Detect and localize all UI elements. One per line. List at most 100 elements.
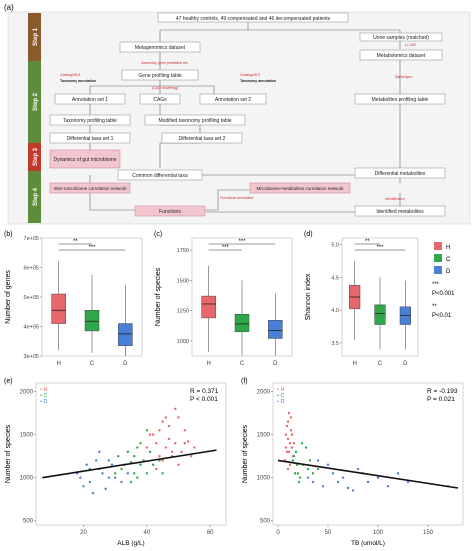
- data-point: [148, 450, 152, 454]
- data-point: [161, 472, 164, 475]
- data-point: [311, 472, 315, 475]
- y-tick-label: 3e+05: [24, 354, 39, 360]
- data-point: [288, 463, 292, 466]
- y-axis-label: Number of species: [5, 424, 12, 483]
- x-tick-label: 0: [276, 530, 280, 536]
- y-axis-label: Number of species: [242, 424, 249, 483]
- data-point: [79, 476, 82, 479]
- data-point: [346, 486, 350, 490]
- gene-profiling-text: Gene profiling table: [138, 73, 182, 79]
- data-point: [293, 472, 297, 475]
- data-point: [120, 467, 123, 471]
- data-point: [117, 454, 120, 458]
- genes-boxplot: (b) 3e+05 4e+05 5e+05 6e+05 7e+05 Number of ge…: [4, 231, 143, 367]
- x-axis-label: ALB (g/L): [117, 540, 144, 547]
- legend-entry: • D: [277, 399, 284, 405]
- data-point: [316, 467, 320, 471]
- data-point: [132, 472, 136, 475]
- data-point: [104, 487, 107, 491]
- data-point: [136, 476, 139, 479]
- identification-note: Identification: [385, 197, 405, 201]
- diff-metabolites-box: [354, 167, 446, 179]
- data-point: [326, 463, 330, 466]
- x-tick-label: C: [240, 361, 245, 367]
- data-point: [341, 476, 345, 479]
- data-point: [290, 433, 294, 436]
- sig-text: P<0.01: [432, 313, 452, 319]
- data-point: [101, 472, 104, 475]
- data-point: [183, 442, 187, 445]
- data-point: [284, 446, 288, 449]
- legend-entry: • H: [277, 387, 284, 393]
- step3-band: [28, 143, 41, 171]
- tax-annotation2-note: Taxonomy annotation: [240, 79, 276, 83]
- data-point: [286, 420, 290, 423]
- data-point: [306, 467, 310, 471]
- diff-metabolites-text: Differential metabolites: [375, 171, 426, 177]
- x-axis-label: TB (umol/L): [351, 540, 385, 547]
- diff-taxa2-box: [161, 132, 243, 144]
- y-tick-label: 4e+05: [24, 325, 39, 331]
- x-tick-label: 60: [207, 530, 214, 536]
- x-tick-label: H: [206, 361, 210, 367]
- stats-text: P = 0.021: [427, 396, 455, 403]
- data-point: [167, 437, 171, 441]
- legend-swatch: [434, 266, 442, 274]
- box-C: [84, 310, 100, 332]
- significance-label: ***: [376, 245, 384, 251]
- data-point: [321, 485, 325, 488]
- annotation1-box: [54, 93, 126, 105]
- data-point: [286, 467, 290, 471]
- annotation1-text: Annotation set 1: [72, 97, 108, 103]
- step1-label: Step 1: [33, 27, 39, 46]
- step2-band: [28, 61, 41, 143]
- data-point: [292, 442, 296, 445]
- data-point: [336, 480, 340, 484]
- box-C: [234, 313, 250, 333]
- y-tick-label: 4.5: [331, 275, 339, 281]
- data-point: [145, 429, 149, 432]
- identified-text: Identified metabolites: [376, 209, 424, 215]
- y-tick-label: 500: [23, 519, 34, 525]
- y-tick-label: 1000: [20, 476, 34, 482]
- step4-label: Step 4: [33, 187, 39, 206]
- data-point: [161, 459, 164, 462]
- data-point: [285, 424, 289, 428]
- legend-entry: • C: [277, 393, 284, 399]
- y-tick-label: 1000: [177, 339, 189, 345]
- data-point: [151, 433, 155, 436]
- tax-annotation-note: Taxonomy annotation: [60, 79, 96, 83]
- data-point: [164, 416, 168, 419]
- y-tick-label: 1500: [257, 433, 271, 439]
- data-point: [167, 424, 171, 428]
- catalog1-note: CatalogDB 8: [60, 73, 80, 77]
- box-H: [51, 293, 66, 324]
- y-tick-label: 5.0: [331, 243, 339, 249]
- x-tick-label: C: [90, 361, 95, 367]
- legend-label: C: [446, 257, 451, 263]
- metabolomics-box: [359, 49, 443, 61]
- data-point: [306, 476, 310, 479]
- species-boxplot: (c) 1000 1250 1500 1750 Number of species H C D *…: [154, 231, 293, 367]
- legend-label: D: [446, 269, 451, 275]
- inter-microbiome-box: [49, 182, 131, 194]
- data-point: [126, 472, 130, 475]
- data-point: [366, 480, 370, 484]
- assembly-note: Assembly, gene prediction etc.: [140, 61, 188, 65]
- data-point: [193, 446, 196, 449]
- panel-label: (d): [304, 231, 313, 238]
- modified-taxonomy-box: [144, 114, 246, 126]
- x-tick-label: 40: [143, 530, 150, 536]
- cags-text: CAGs: [153, 97, 167, 103]
- metabolomics-text: Metabolomics dataset: [377, 53, 426, 59]
- x-tick-label: D: [123, 361, 128, 367]
- metabolites-profiling-text: Metabolites profiling table: [372, 97, 429, 103]
- y-tick-label: 6e+05: [24, 266, 39, 272]
- data-point: [132, 454, 136, 458]
- data-point: [284, 433, 288, 436]
- plot-frame: [35, 382, 227, 526]
- gene-profiling-box: [121, 69, 199, 81]
- data-point: [126, 450, 130, 454]
- data-point: [291, 459, 295, 462]
- sig-symbol: **: [432, 304, 437, 310]
